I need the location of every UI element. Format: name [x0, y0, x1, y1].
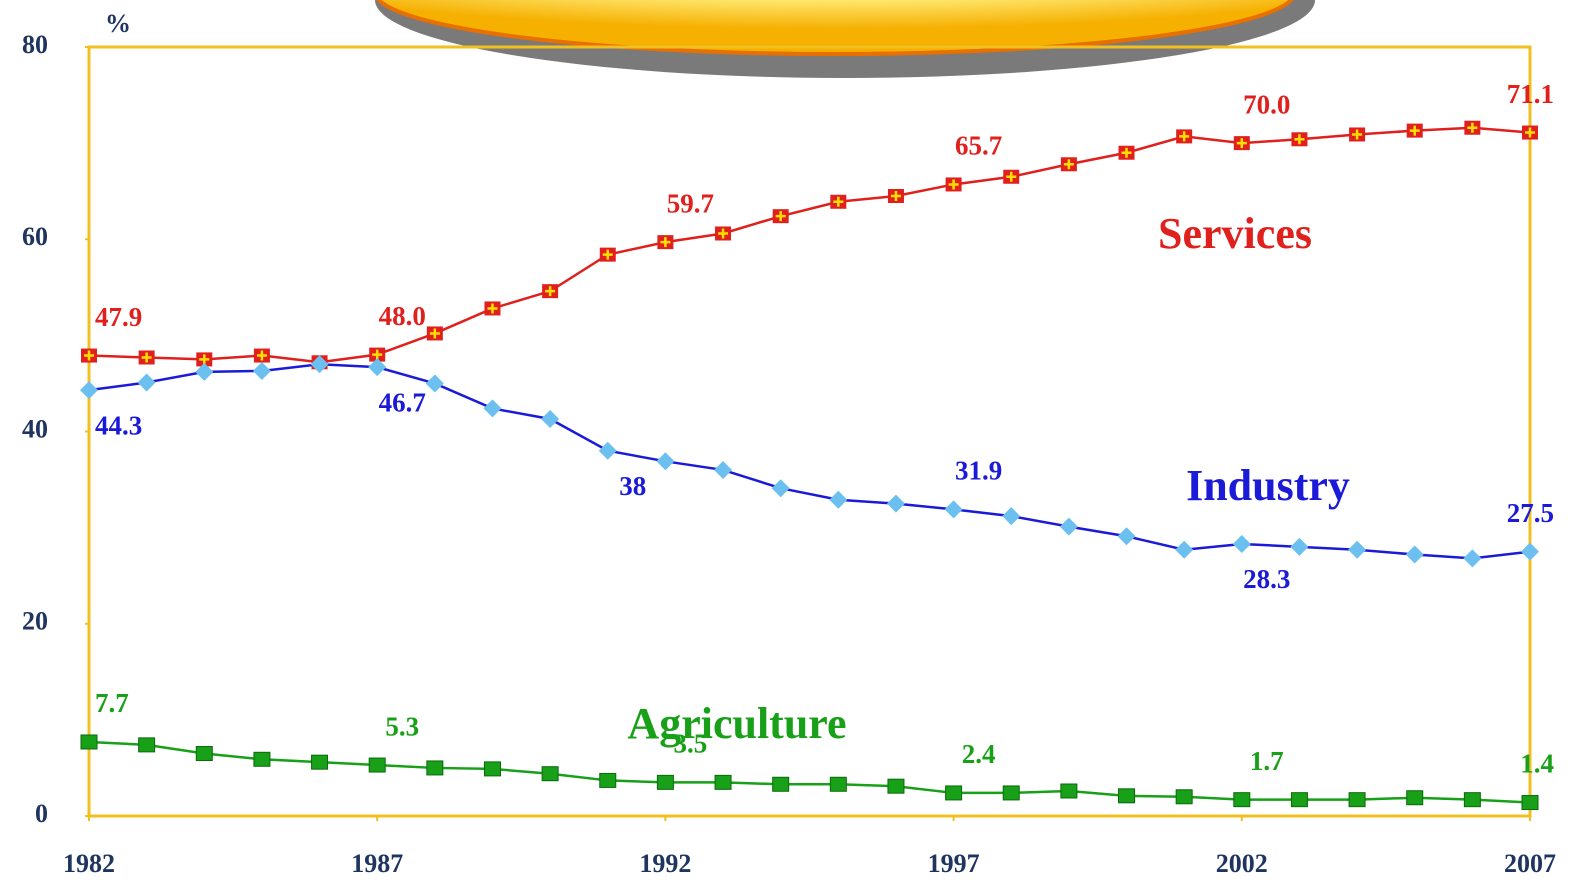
marker: [656, 452, 674, 470]
marker: [1407, 791, 1423, 805]
marker: [1175, 541, 1193, 559]
marker: [1003, 786, 1019, 800]
marker: [139, 738, 155, 752]
marker: [946, 786, 962, 800]
x-tick-label: 1997: [928, 849, 980, 878]
y-tick-label: 0: [35, 799, 48, 828]
marker: [887, 495, 905, 513]
data-label: 65.7: [955, 131, 1002, 161]
data-label: 71.1: [1507, 79, 1554, 109]
data-label: 2.4: [962, 739, 996, 769]
marker: [1522, 796, 1538, 810]
x-tick-label: 2007: [1504, 849, 1556, 878]
marker: [888, 779, 904, 793]
marker: [657, 775, 673, 789]
series-name: Agriculture: [627, 699, 846, 748]
marker: [1349, 793, 1365, 807]
marker: [1060, 518, 1078, 536]
marker: [1290, 538, 1308, 556]
data-label: 59.7: [667, 188, 714, 218]
data-label: 70.0: [1243, 89, 1290, 119]
marker: [483, 399, 501, 417]
y-tick-label: 20: [22, 607, 48, 636]
marker: [773, 777, 789, 791]
marker: [1061, 784, 1077, 798]
x-tick-label: 1987: [351, 849, 403, 878]
data-label: 5.3: [385, 711, 419, 741]
data-label: 44.3: [95, 410, 142, 440]
marker: [1119, 789, 1135, 803]
series-line: [89, 742, 1530, 803]
data-label: 47.9: [95, 302, 142, 332]
series-name: Industry: [1186, 461, 1350, 510]
marker: [1176, 790, 1192, 804]
marker: [772, 479, 790, 497]
marker: [426, 374, 444, 392]
marker: [1464, 793, 1480, 807]
marker: [138, 373, 156, 391]
y-unit: %: [105, 9, 131, 38]
marker: [427, 761, 443, 775]
x-tick-label: 2002: [1216, 849, 1268, 878]
marker: [1521, 543, 1539, 561]
marker: [81, 735, 97, 749]
marker: [1406, 546, 1424, 564]
data-label: 48.0: [379, 301, 426, 331]
marker: [253, 362, 271, 380]
y-tick-label: 40: [22, 414, 48, 443]
x-tick-label: 1992: [639, 849, 691, 878]
marker: [600, 773, 616, 787]
series-line: [89, 128, 1530, 363]
x-tick-label: 1982: [63, 849, 115, 878]
data-label: 27.5: [1507, 498, 1554, 528]
marker: [945, 500, 963, 518]
data-label: 31.9: [955, 456, 1002, 486]
data-label: 28.3: [1243, 564, 1290, 594]
marker: [80, 381, 98, 399]
marker: [312, 755, 328, 769]
marker: [715, 775, 731, 789]
marker: [1118, 527, 1136, 545]
chart: % 0 20 40 60 80 1982 1987 1992 1997 2002 2007 47.9 4…: [0, 0, 1593, 894]
marker: [1233, 535, 1251, 553]
series-name: Services: [1158, 209, 1312, 258]
y-tick-label: 60: [22, 222, 48, 251]
data-label: 7.7: [95, 688, 129, 718]
marker: [714, 461, 732, 479]
marker: [599, 442, 617, 460]
marker: [1348, 541, 1366, 559]
marker: [484, 762, 500, 776]
marker: [541, 410, 559, 428]
marker: [542, 767, 558, 781]
data-label: 46.7: [379, 387, 426, 417]
marker: [1002, 507, 1020, 525]
marker: [369, 758, 385, 772]
marker: [196, 747, 212, 761]
marker: [254, 752, 270, 766]
marker: [830, 777, 846, 791]
marker: [829, 491, 847, 509]
marker: [1291, 793, 1307, 807]
marker: [1463, 549, 1481, 567]
data-label: 1.7: [1250, 746, 1284, 776]
data-label: 1.4: [1520, 749, 1554, 779]
y-tick-label: 80: [22, 30, 48, 59]
marker: [1234, 793, 1250, 807]
data-label: 38: [619, 471, 646, 501]
